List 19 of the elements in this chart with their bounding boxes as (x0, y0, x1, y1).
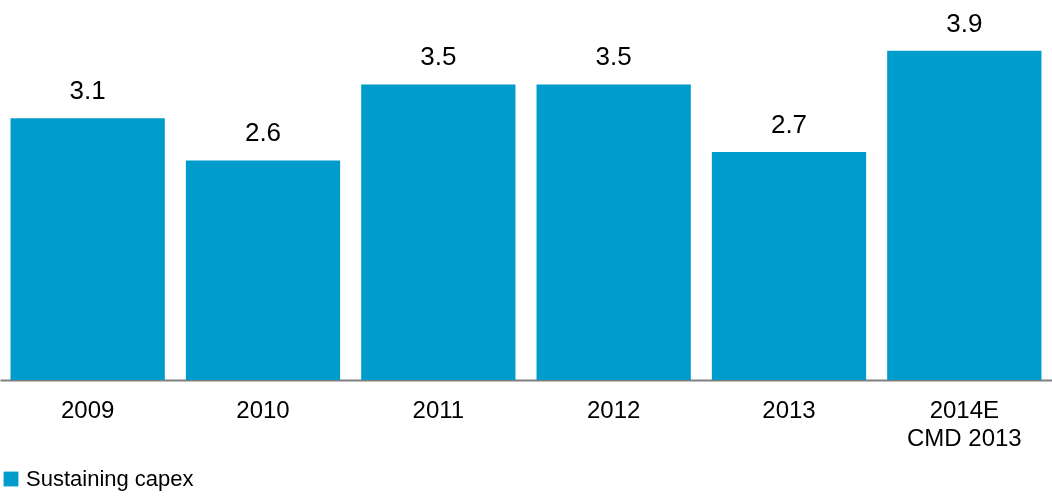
x-tick-label: 2013 (762, 395, 816, 423)
data-label: 3.1 (69, 75, 106, 106)
data-label: 3.5 (420, 41, 457, 72)
x-tick-label: 2009 (60, 395, 115, 423)
bar (887, 50, 1042, 380)
x-tick-label: 2012 (586, 395, 641, 423)
bar (361, 84, 516, 380)
data-label: 3.9 (946, 7, 983, 38)
bar (536, 84, 691, 380)
bar (711, 152, 867, 380)
data-label: 2.6 (244, 117, 282, 148)
data-label: 2.7 (770, 109, 808, 139)
bar (10, 118, 165, 380)
bar (185, 160, 341, 380)
data-label: 3.5 (595, 41, 632, 72)
x-tick-label: 2011 (412, 395, 465, 423)
x-tick-label: 2014E CMD 2013 (906, 395, 1022, 451)
legend-label: Sustaining capex (26, 466, 194, 491)
x-tick-label: 2010 (236, 395, 290, 423)
